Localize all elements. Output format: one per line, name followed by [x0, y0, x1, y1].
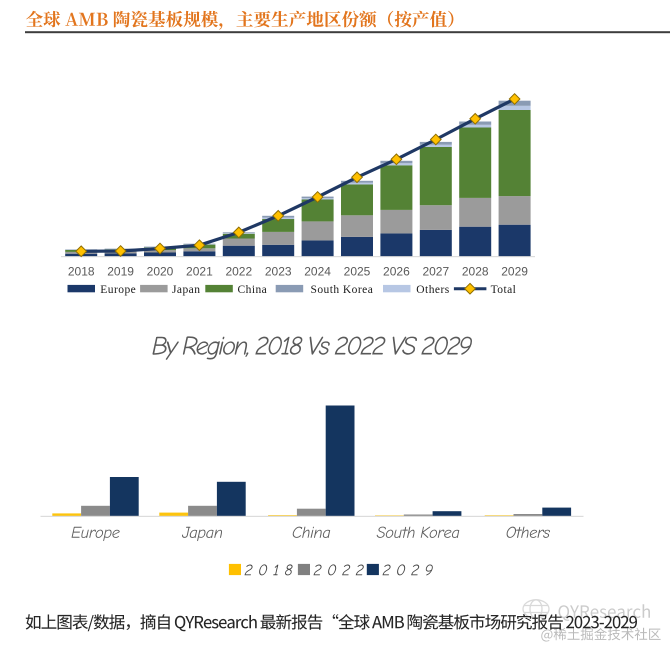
svg-text:2019: 2019 — [107, 264, 134, 278]
svg-text:2026: 2026 — [383, 264, 410, 278]
svg-text:2028: 2028 — [462, 264, 489, 278]
svg-text:Total: Total — [491, 284, 517, 296]
svg-text:Japan: Japan — [172, 284, 200, 296]
svg-text:2021: 2021 — [186, 264, 213, 278]
svg-text:Others: Others — [416, 284, 449, 296]
svg-text:2024: 2024 — [304, 264, 331, 278]
svg-text:South Korea: South Korea — [311, 284, 374, 296]
svg-text:China: China — [238, 284, 268, 296]
svg-text:2018: 2018 — [68, 264, 95, 278]
svg-text:2023: 2023 — [265, 264, 292, 278]
svg-text:Europe: Europe — [100, 284, 136, 296]
svg-text:2025: 2025 — [344, 264, 371, 278]
svg-text:2029: 2029 — [501, 264, 528, 278]
svg-text:2027: 2027 — [422, 264, 449, 278]
svg-text:2020: 2020 — [147, 264, 174, 278]
svg-text:2022: 2022 — [225, 264, 252, 278]
